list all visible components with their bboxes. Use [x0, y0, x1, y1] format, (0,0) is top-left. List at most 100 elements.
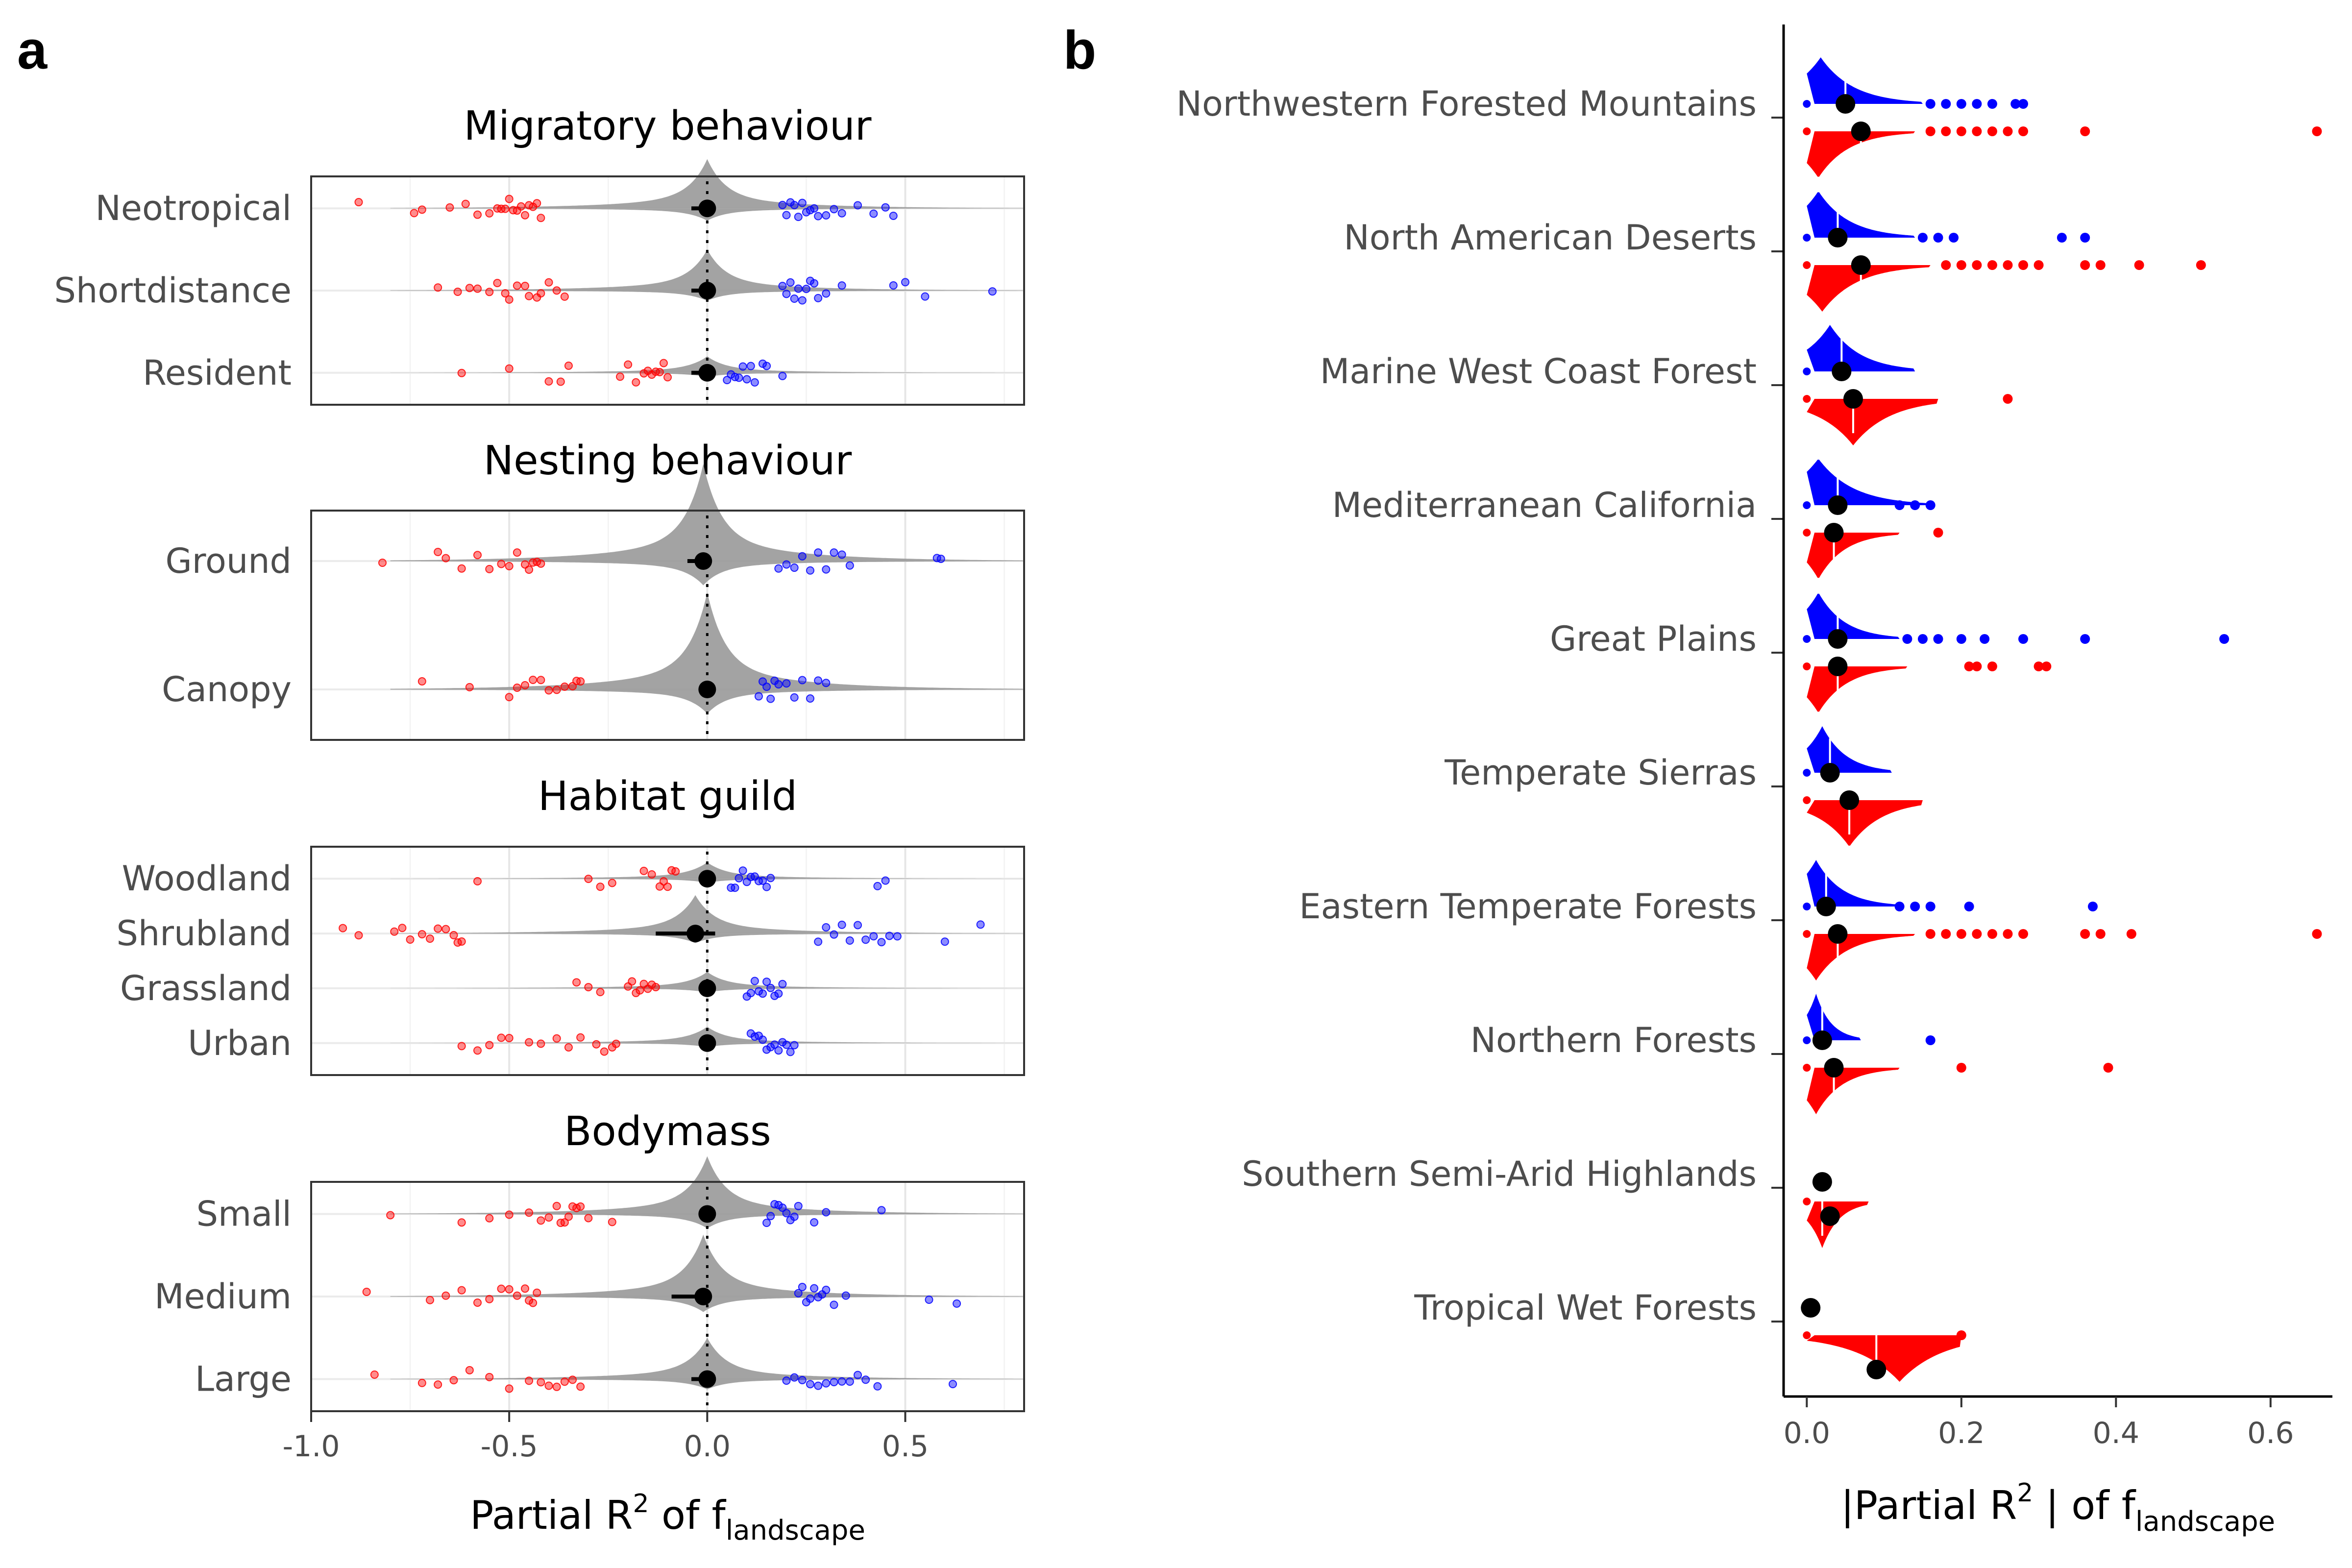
pos-point [885, 931, 894, 940]
red-outlier [1925, 929, 1936, 939]
neg-point [497, 560, 506, 568]
blue-zero [1803, 501, 1811, 509]
pos-point [778, 371, 787, 380]
red-violin [1807, 1201, 1869, 1248]
x-tick-label: 0.0 [684, 1429, 731, 1464]
neg-point [441, 554, 450, 563]
blue-mean [1828, 629, 1848, 649]
facet-2: Habitat guild Woodland Shrubland Grassland U… [116, 773, 1025, 1076]
neg-point [576, 1382, 585, 1391]
group-resident: Resident [143, 353, 1024, 393]
blue-violin [1807, 57, 1923, 104]
pos-point [822, 565, 831, 574]
pos-point [746, 989, 755, 998]
red-outlier [2312, 929, 2322, 939]
pos-point [830, 205, 838, 214]
red-zero [1803, 529, 1811, 537]
group-small: Small [196, 1156, 1024, 1234]
red-mean [1828, 657, 1848, 676]
neg-point [485, 1372, 494, 1381]
red-outlier [2041, 662, 2052, 671]
violin [390, 1156, 1024, 1214]
group-urban: Urban [188, 1023, 1024, 1063]
neg-point [525, 292, 534, 300]
blue-mean [1801, 1298, 1821, 1318]
group-large: Large [195, 1338, 1024, 1399]
neg-point [457, 1042, 466, 1051]
neg-point [659, 877, 668, 886]
region-mediterranean-california: Mediterranean California [1332, 460, 1943, 578]
red-outlier [1941, 929, 1951, 939]
pos-point [754, 692, 763, 701]
red-outlier [1941, 126, 1951, 136]
pos-point [790, 1212, 799, 1221]
pos-point [893, 932, 902, 941]
pos-point [854, 201, 862, 210]
neg-point [564, 1043, 573, 1052]
region-eastern-temperate-forests: Eastern Temperate Forests [1299, 860, 2322, 980]
neg-point [457, 368, 466, 377]
region-tropical-wet-forests: Tropical Wet Forests [1414, 1288, 1966, 1382]
neg-point [354, 198, 363, 207]
pos-point [790, 1373, 799, 1382]
blue-outlier [1987, 99, 1997, 109]
pos-point [889, 281, 898, 290]
pos-point [845, 936, 854, 945]
blue-zero [1803, 234, 1811, 242]
red-outlier [2095, 260, 2106, 270]
pos-point [822, 1208, 831, 1217]
neg-point [639, 866, 648, 875]
blue-violin [1807, 325, 1915, 371]
pos-point [774, 989, 783, 998]
violin-lower [390, 933, 1024, 943]
pos-point [810, 1218, 819, 1227]
blue-zero [1803, 368, 1811, 375]
pos-point [790, 693, 799, 702]
neg-point [525, 1038, 534, 1047]
pos-point [802, 285, 810, 294]
pos-point [766, 874, 775, 882]
neg-point [624, 360, 633, 369]
blue-outlier [2219, 634, 2230, 644]
pos-point [798, 296, 807, 305]
neg-point [461, 199, 470, 208]
neg-point [457, 937, 466, 946]
blue-violin [1807, 860, 1900, 906]
neg-point [544, 1213, 553, 1222]
red-outlier [2034, 662, 2044, 671]
neg-point [544, 377, 553, 386]
blue-mean [1820, 763, 1840, 783]
median-point [698, 870, 716, 888]
panel-a-letter: a [17, 20, 48, 80]
neg-point [426, 1296, 434, 1304]
neg-point [537, 676, 545, 685]
neg-point [655, 368, 664, 376]
neg-point [473, 210, 482, 219]
violin-lower [390, 689, 1024, 714]
blue-outlier [1910, 500, 1920, 510]
facet-border [310, 175, 1025, 406]
neg-point [521, 281, 529, 290]
x-axis-title-xlabel_sup: 2 [2017, 1478, 2033, 1508]
pos-point [778, 282, 787, 291]
blue-mean [1836, 94, 1856, 114]
blue-outlier [2018, 634, 2029, 644]
blue-zero [1803, 635, 1811, 643]
neg-point [537, 559, 545, 568]
neg-point [513, 1291, 521, 1300]
red-zero [1803, 1198, 1811, 1205]
violin [390, 895, 1024, 934]
region-label: Northwestern Forested Mountains [1176, 84, 1757, 124]
group-medium: Medium [154, 1234, 1024, 1317]
red-outlier [1987, 260, 1997, 270]
blue-violin [1807, 192, 1915, 238]
blue-outlier [1902, 634, 1912, 644]
pos-point [901, 278, 909, 287]
x-axis-title-xlabel_sub: landscape [2135, 1506, 2275, 1538]
pos-point [976, 920, 985, 929]
neg-point [560, 682, 569, 691]
red-mean [1851, 255, 1871, 275]
blue-outlier [1925, 500, 1936, 510]
facet-title: Migratory behaviour [464, 103, 871, 149]
violin [390, 464, 1024, 561]
